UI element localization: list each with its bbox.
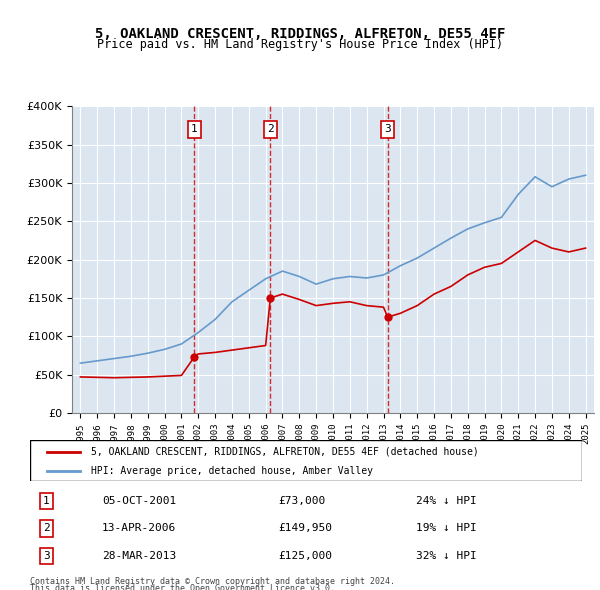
Text: 3: 3 bbox=[384, 124, 391, 134]
Text: 19% ↓ HPI: 19% ↓ HPI bbox=[416, 523, 477, 533]
Text: This data is licensed under the Open Government Licence v3.0.: This data is licensed under the Open Gov… bbox=[30, 584, 335, 590]
Text: 1: 1 bbox=[43, 496, 50, 506]
Text: 2: 2 bbox=[267, 124, 274, 134]
Text: £149,950: £149,950 bbox=[278, 523, 332, 533]
Text: 24% ↓ HPI: 24% ↓ HPI bbox=[416, 496, 477, 506]
Text: 5, OAKLAND CRESCENT, RIDDINGS, ALFRETON, DE55 4EF: 5, OAKLAND CRESCENT, RIDDINGS, ALFRETON,… bbox=[95, 27, 505, 41]
Text: £125,000: £125,000 bbox=[278, 551, 332, 561]
Text: 05-OCT-2001: 05-OCT-2001 bbox=[102, 496, 176, 506]
Text: 32% ↓ HPI: 32% ↓ HPI bbox=[416, 551, 477, 561]
Text: 13-APR-2006: 13-APR-2006 bbox=[102, 523, 176, 533]
Text: 1: 1 bbox=[191, 124, 197, 134]
Text: 3: 3 bbox=[43, 551, 50, 561]
Text: Contains HM Land Registry data © Crown copyright and database right 2024.: Contains HM Land Registry data © Crown c… bbox=[30, 577, 395, 586]
Text: £73,000: £73,000 bbox=[278, 496, 326, 506]
Text: HPI: Average price, detached house, Amber Valley: HPI: Average price, detached house, Ambe… bbox=[91, 466, 373, 476]
Text: Price paid vs. HM Land Registry's House Price Index (HPI): Price paid vs. HM Land Registry's House … bbox=[97, 38, 503, 51]
Text: 5, OAKLAND CRESCENT, RIDDINGS, ALFRETON, DE55 4EF (detached house): 5, OAKLAND CRESCENT, RIDDINGS, ALFRETON,… bbox=[91, 447, 478, 457]
Text: 2: 2 bbox=[43, 523, 50, 533]
Text: 28-MAR-2013: 28-MAR-2013 bbox=[102, 551, 176, 561]
